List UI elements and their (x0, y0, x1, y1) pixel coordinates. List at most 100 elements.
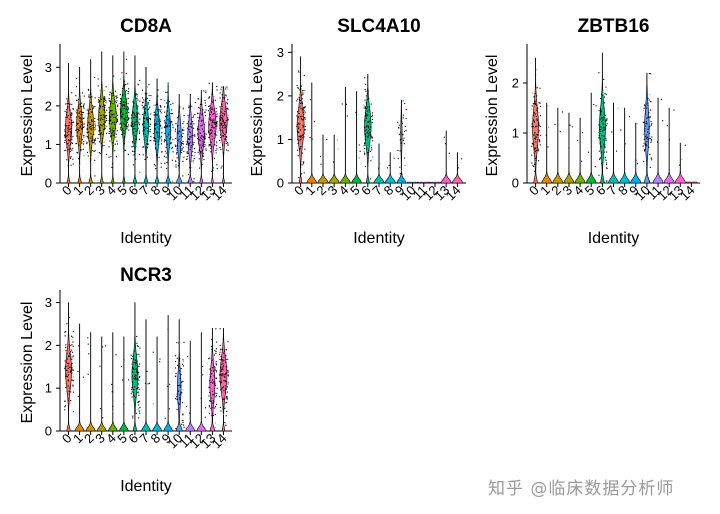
data-point (133, 377, 135, 379)
data-point (365, 132, 367, 134)
data-point (67, 127, 69, 129)
data-point (79, 140, 81, 142)
data-point (531, 145, 533, 147)
data-point (178, 130, 180, 132)
data-point (366, 125, 368, 127)
data-point (136, 108, 138, 110)
data-point (166, 106, 169, 109)
data-point (220, 348, 222, 350)
data-point (71, 369, 73, 371)
violin-body (652, 97, 664, 184)
data-point (78, 107, 80, 109)
data-point (126, 126, 128, 128)
data-point (298, 177, 300, 179)
data-point (399, 150, 401, 152)
violin-body (351, 91, 363, 184)
violin-13 (208, 327, 218, 432)
data-point (535, 127, 537, 129)
data-point (180, 393, 182, 395)
data-point (538, 150, 540, 152)
data-point (136, 111, 138, 114)
data-point (114, 130, 116, 132)
data-point (136, 93, 138, 95)
data-point (215, 350, 217, 353)
violin-1 (75, 66, 85, 184)
data-point (587, 151, 589, 153)
data-point (152, 132, 154, 135)
data-point (78, 144, 80, 146)
data-point (136, 95, 138, 97)
data-point (105, 119, 108, 122)
data-point (116, 140, 118, 142)
data-point (225, 149, 228, 151)
data-point (210, 381, 212, 383)
data-point (158, 122, 161, 124)
data-point (160, 141, 163, 143)
data-point (600, 118, 602, 120)
data-point (603, 107, 605, 109)
data-point (182, 359, 184, 361)
violin-body (585, 92, 597, 184)
data-point (603, 151, 605, 153)
data-point (157, 110, 159, 112)
data-point (215, 114, 218, 116)
data-point (176, 357, 178, 359)
data-point (211, 348, 213, 351)
data-point (215, 369, 217, 371)
data-point (105, 345, 107, 347)
y-tick-label: 0 (512, 176, 519, 191)
data-point (94, 76, 96, 79)
data-point (213, 125, 215, 127)
data-point (70, 156, 72, 158)
data-point (67, 164, 69, 166)
violin-body (440, 130, 452, 184)
data-point (190, 116, 192, 118)
data-point (198, 128, 200, 131)
data-point (91, 128, 93, 130)
data-point (137, 84, 139, 86)
data-point (611, 131, 613, 133)
data-point (121, 113, 123, 115)
data-point (215, 348, 217, 350)
data-point (645, 125, 647, 127)
data-point (121, 133, 123, 136)
data-point (87, 113, 89, 115)
data-point (81, 121, 83, 123)
data-point (117, 120, 119, 122)
data-point (211, 391, 213, 393)
data-point (137, 99, 139, 101)
data-point (186, 151, 188, 153)
data-point (111, 113, 113, 115)
data-point (66, 98, 68, 100)
data-point (371, 149, 373, 151)
data-point (124, 118, 126, 120)
data-point (181, 148, 183, 150)
data-point (297, 122, 300, 124)
data-point (204, 407, 207, 409)
data-point (359, 150, 361, 152)
data-point (132, 111, 134, 113)
data-point (67, 379, 69, 381)
data-point (64, 129, 66, 131)
data-point (176, 145, 178, 147)
data-point (156, 114, 158, 116)
data-point (90, 101, 92, 103)
data-point (109, 125, 111, 127)
data-point (167, 105, 169, 107)
data-point (302, 93, 304, 95)
data-point (143, 130, 145, 132)
data-point (188, 116, 190, 118)
data-point (124, 101, 126, 103)
data-point (128, 108, 130, 110)
data-point (135, 412, 137, 414)
data-point (225, 106, 227, 108)
data-point (225, 140, 227, 142)
data-point (201, 124, 203, 126)
data-point (225, 381, 227, 383)
data-point (297, 142, 299, 144)
data-point (225, 415, 227, 417)
data-point (136, 130, 138, 132)
violin-5 (119, 51, 130, 184)
data-point (605, 124, 607, 126)
data-point (214, 123, 216, 125)
